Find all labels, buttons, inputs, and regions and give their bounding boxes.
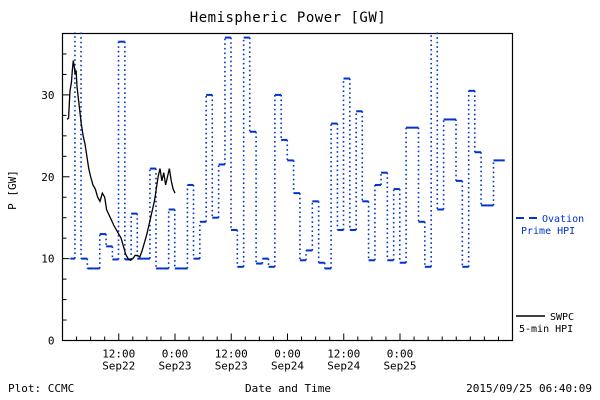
legend-label-ovation: Prime HPI [521, 226, 575, 237]
x-axis: 12:00Sep220:00Sep2312:00Sep230:00Sep2412… [62, 333, 513, 373]
x-tick-label-time: 12:00 [215, 348, 248, 361]
x-tick-label-date: Sep22 [102, 360, 135, 373]
x-tick-label-date: Sep24 [327, 360, 360, 373]
plot-frame [61, 32, 514, 342]
legend-label-swpc: 5-min HPI [519, 324, 573, 335]
swpc-line-path [66, 60, 176, 262]
x-tick-label-time: 0:00 [387, 348, 414, 361]
x-tick-label-time: 0:00 [162, 348, 189, 361]
y-tick-label: 10 [41, 253, 54, 266]
x-axis-label: Date and Time [245, 382, 331, 395]
legend-label-swpc: SWPC [550, 312, 574, 323]
legend-label-ovation: Ovation [542, 214, 584, 225]
x-tick-label-date: Sep23 [215, 360, 248, 373]
y-tick-label: 30 [41, 89, 54, 102]
chart-title: Hemispheric Power [GW] [190, 10, 386, 26]
timestamp: 2015/09/25 06:40:09 [466, 382, 592, 395]
y-axis-label: P [GW] [6, 170, 19, 210]
x-tick-label-time: 12:00 [327, 348, 360, 361]
x-tick-label-time: 0:00 [274, 348, 301, 361]
y-axis: 0 10 20 30 [41, 53, 70, 348]
series-swpc-5min-hpi [66, 60, 176, 262]
y-tick-label: 20 [41, 171, 54, 184]
x-tick-label-time: 12:00 [102, 348, 135, 361]
plot-credit: Plot: CCMC [8, 382, 74, 395]
y-tick-label: 0 [48, 335, 55, 348]
x-tick-label-date: Sep25 [383, 360, 416, 373]
series-ovation-prime-hpi [70, 32, 505, 270]
x-tick-label-date: Sep24 [271, 360, 304, 373]
x-tick-label-date: Sep23 [158, 360, 191, 373]
